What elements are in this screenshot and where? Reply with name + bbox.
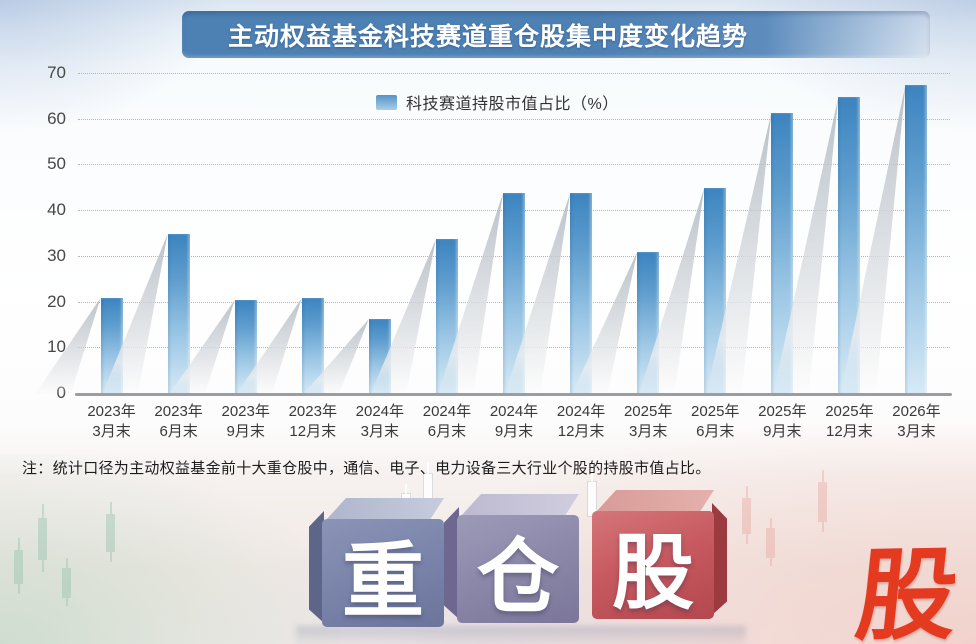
- candlestick-decoration: [818, 470, 827, 532]
- bar-2025年12月末: [838, 97, 861, 394]
- bar-2024年12月末: [570, 193, 593, 394]
- page-title: 主动权益基金科技赛道重仓股集中度变化趋势: [227, 22, 749, 51]
- cube-block-cang: 仓: [444, 494, 579, 623]
- cube-front-face: 重: [322, 519, 444, 627]
- x-tick-label: 2024年 9月末: [489, 403, 539, 440]
- candlestick-decoration: [14, 538, 23, 594]
- x-tick-label: 2025年 9月末: [758, 403, 807, 440]
- x-tick-label: 2023年 12月末: [288, 403, 337, 440]
- y-tick-label: 20: [47, 291, 66, 311]
- y-tick-label: 10: [47, 337, 66, 357]
- bar-column: [236, 74, 346, 394]
- footnote: 注：统计口径为主动权益基金前十大重仓股中，通信、电子、电力设备三大行业个股的持股…: [22, 460, 711, 477]
- x-tick-label: 2023年 9月末: [221, 403, 270, 440]
- gridline-60: [78, 118, 950, 120]
- legend-label: 科技赛道持股市值占比（%）: [406, 96, 619, 113]
- bottom-green-tint-decoration: [0, 454, 340, 644]
- bar-2023年6月末: [167, 234, 190, 394]
- cube-side-face: [444, 507, 459, 619]
- x-tick-label: 2024年 3月末: [355, 403, 405, 440]
- x-tick-label: 2025年 3月末: [623, 403, 673, 440]
- candlestick-decoration: [766, 518, 775, 566]
- gridline-50: [78, 164, 950, 166]
- cube-top-face: [461, 494, 579, 516]
- y-tick-label: 50: [47, 154, 66, 174]
- y-axis-labels: 010203040506070: [18, 63, 66, 402]
- candlestick-decoration: [424, 462, 432, 512]
- bar-2026年3月末: [905, 85, 928, 394]
- bar-column: [840, 74, 950, 394]
- candlestick-decoration: [742, 486, 751, 544]
- cube-front-face: 仓: [457, 515, 579, 623]
- cube-top-face: [596, 490, 714, 512]
- cube-side-face: [712, 503, 727, 615]
- candlestick-decoration: [38, 504, 47, 572]
- y-tick-label: 70: [47, 63, 66, 82]
- cube-block-gu: 股: [592, 490, 727, 619]
- cube-top-face: [326, 498, 444, 520]
- bar-2024年9月末: [503, 193, 525, 394]
- corner-logo-gu: 股: [851, 538, 963, 644]
- title-banner: 主动权益基金科技赛道重仓股集中度变化趋势: [182, 11, 930, 58]
- bar-2025年9月末: [771, 113, 794, 394]
- bar-2023年9月末: [234, 300, 257, 394]
- candlestick-decoration: [588, 472, 596, 516]
- bar-2023年12月末: [301, 298, 324, 394]
- bars-row: [35, 74, 950, 394]
- x-tick-label: 2023年 3月末: [87, 403, 136, 440]
- x-tick-label: 2024年 6月末: [422, 403, 472, 440]
- gridline-70: [78, 73, 950, 74]
- candlestick-decoration: [106, 502, 115, 562]
- x-axis-labels: 2023年 3月末 2023年 6月末 2023年 9月末 2023年 12月末 2024年 3月…: [78, 402, 950, 441]
- cube-reflection-decoration: [296, 626, 746, 644]
- x-tick-label: 2025年 6月末: [691, 403, 740, 440]
- cube-block-zhong: 重: [309, 498, 444, 627]
- chart-legend: 科技赛道持股市值占比（%）: [376, 90, 619, 114]
- x-axis-line: [75, 393, 952, 396]
- y-tick-label: 30: [47, 245, 66, 265]
- x-tick-label: 2023年 6月末: [154, 403, 203, 440]
- y-tick-label: 60: [47, 108, 66, 128]
- candlestick-decoration: [62, 558, 71, 606]
- legend-swatch-icon: [376, 94, 397, 110]
- y-tick-label: 40: [47, 200, 66, 220]
- x-tick-label: 2026年 3月末: [892, 403, 941, 440]
- cube-front-face: 股: [592, 511, 714, 619]
- x-tick-label: 2024年 12月末: [556, 403, 606, 440]
- plot-area: [35, 73, 950, 394]
- bar-column: [102, 74, 212, 394]
- x-tick-label: 2025年 12月末: [825, 403, 874, 440]
- cube-side-face: [309, 511, 324, 623]
